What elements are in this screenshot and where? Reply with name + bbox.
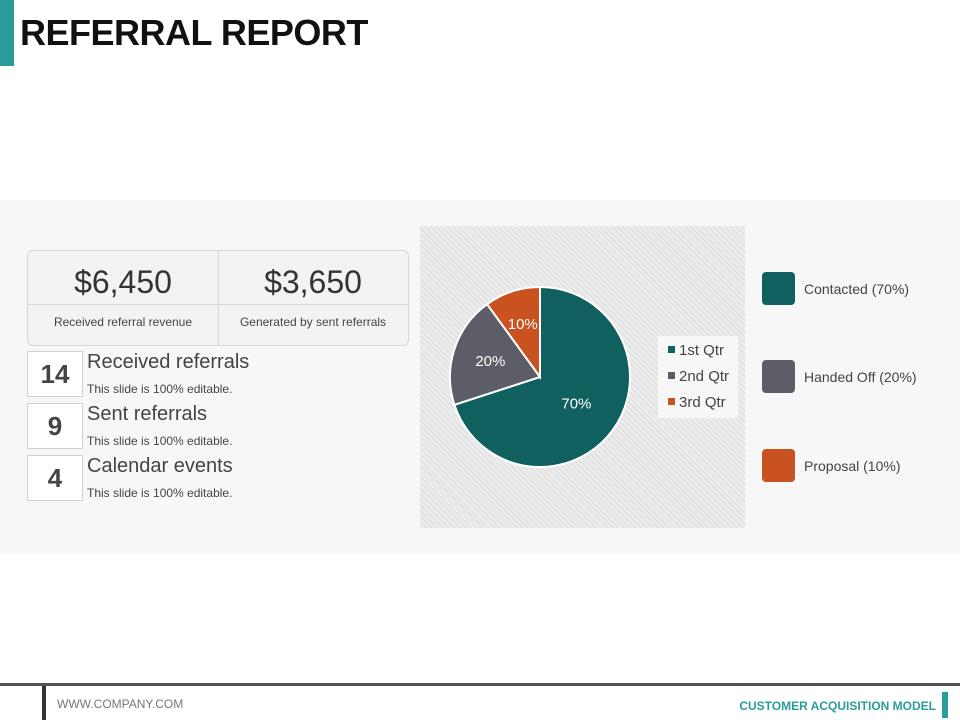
pie-slice-3rd-qtr: [485, 285, 541, 381]
stat-number-box: 14: [27, 351, 83, 397]
title-accent-bar: [0, 0, 14, 66]
stat-title: Sent referrals: [87, 403, 208, 425]
stat-number-box: 9: [27, 403, 83, 449]
stat-number-box: 4: [27, 455, 83, 501]
pie-slice-2nd-qtr: [449, 302, 542, 407]
generated-revenue-panel: $3,650 Generated by sent referrals: [218, 251, 408, 345]
stat-subtitle: This slide is 100% editable.: [87, 486, 233, 500]
contacted-swatch: [762, 272, 795, 305]
stat-subtitle: This slide is 100% editable.: [87, 434, 233, 448]
legend-label: 2nd Qtr: [679, 368, 729, 385]
stat-received-referrals: 14 Received referrals This slide is 100%…: [27, 351, 407, 397]
legend-label: 1st Qtr: [679, 342, 724, 359]
received-revenue-panel: $6,450 Received referral revenue: [28, 251, 219, 345]
footer-accent-bar: [942, 692, 948, 718]
generated-revenue-label: Generated by sent referrals: [239, 315, 387, 329]
pie-chart: 70% 20% 10% 1st Qtr 2nd Qtr 3rd Qtr: [449, 285, 738, 468]
stat-calendar-events: 4 Calendar events This slide is 100% edi…: [27, 455, 407, 501]
pie-data-label: 20%: [475, 353, 505, 370]
handed-off-label: Handed Off (20%): [804, 369, 917, 385]
received-revenue-value: $6,450: [74, 264, 172, 300]
legend-marker: [668, 398, 675, 405]
contacted-label: Contacted (70%): [804, 281, 910, 297]
handed-off-swatch: [762, 360, 795, 393]
proposal-swatch: [762, 449, 795, 482]
pie-chart-panel: 70% 20% 10% 1st Qtr 2nd Qtr 3rd Qtr: [420, 226, 745, 528]
generated-revenue-value: $3,650: [264, 264, 362, 300]
revenue-card: $6,450 Received referral revenue $3,650 …: [27, 250, 409, 346]
legend-label: 3rd Qtr: [679, 394, 726, 411]
received-revenue-label: Received referral revenue: [53, 315, 193, 329]
page-title: REFERRAL REPORT: [20, 12, 368, 53]
pie-data-label: 10%: [508, 316, 538, 333]
pie-slice-1st-qtr: [453, 285, 631, 468]
footer-website: WWW.COMPANY.COM: [57, 697, 184, 711]
stat-title: Calendar events: [87, 455, 233, 477]
legend-marker: [668, 346, 675, 353]
pie-data-label: 70%: [561, 395, 591, 412]
stat-title: Received referrals: [87, 351, 250, 373]
legend-marker: [668, 372, 675, 379]
proposal-label: Proposal (10%): [804, 458, 901, 474]
footer-divider: [42, 686, 46, 720]
divider: [28, 304, 218, 305]
divider: [218, 304, 408, 305]
stat-sent-referrals: 9 Sent referrals This slide is 100% edit…: [27, 403, 407, 449]
footer-rule: [0, 683, 960, 686]
stat-subtitle: This slide is 100% editable.: [87, 382, 233, 396]
footer-model-title: CUSTOMER ACQUISITION MODEL: [739, 699, 936, 713]
